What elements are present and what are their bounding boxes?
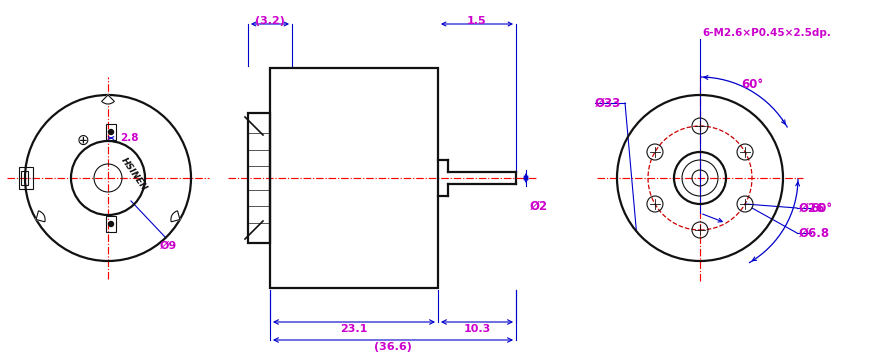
Text: Ø2: Ø2 (530, 199, 548, 212)
Bar (106, 216, 116, 232)
Bar (270, 68, 438, 288)
Wedge shape (36, 211, 45, 222)
Text: (36.6): (36.6) (374, 342, 412, 352)
Text: Ø33: Ø33 (595, 96, 621, 109)
Text: Ø26: Ø26 (799, 202, 825, 215)
Text: 1.5: 1.5 (467, 16, 487, 26)
Text: 10.3: 10.3 (464, 324, 491, 334)
Text: 60°: 60° (742, 78, 764, 91)
Text: 6-M2.6×P0.45×2.5dp.: 6-M2.6×P0.45×2.5dp. (702, 28, 831, 38)
Text: (3.2): (3.2) (255, 16, 285, 26)
Text: 2.8: 2.8 (120, 133, 138, 143)
Text: HSINEN: HSINEN (120, 156, 149, 192)
Bar (19, 167, 33, 189)
Text: ⊕: ⊕ (77, 132, 90, 148)
Wedge shape (101, 95, 114, 104)
Bar (21, 171, 28, 185)
Circle shape (108, 130, 114, 135)
Text: 23.1: 23.1 (341, 324, 368, 334)
Text: Ø6.8: Ø6.8 (799, 226, 830, 239)
Bar (106, 124, 116, 140)
Circle shape (108, 221, 114, 226)
Text: Ø9: Ø9 (160, 241, 177, 251)
Wedge shape (171, 211, 180, 222)
Text: 60°: 60° (810, 202, 832, 215)
Bar (248, 113, 270, 243)
